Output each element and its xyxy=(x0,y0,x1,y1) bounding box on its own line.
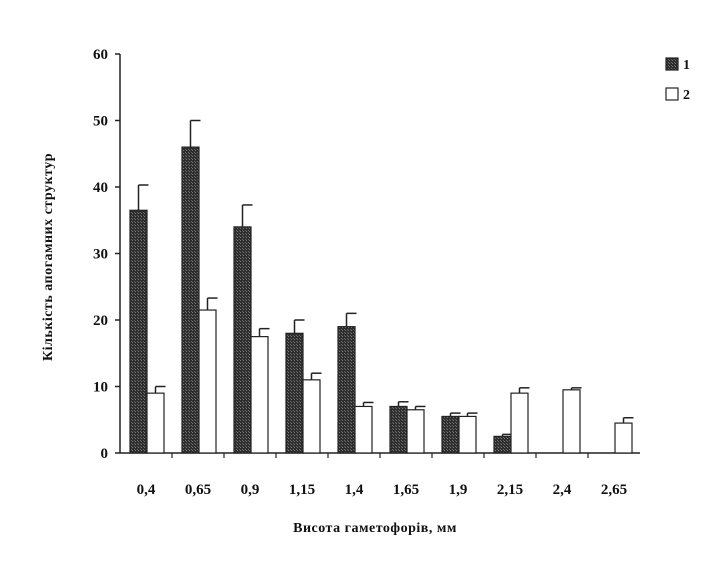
bar-series-2 xyxy=(250,336,269,454)
bar-series-2 xyxy=(302,379,321,454)
x-tick-label: 1,9 xyxy=(449,482,468,498)
bar-series-2 xyxy=(146,392,165,454)
x-tick-label: 0,4 xyxy=(137,482,156,498)
legend-swatch-series-2 xyxy=(665,87,679,101)
bar-series-1 xyxy=(337,326,356,454)
legend-label-series-2: 2 xyxy=(683,88,690,103)
bar-series-1 xyxy=(441,415,460,454)
x-tick-label: 0,9 xyxy=(241,482,260,498)
bar-series-1 xyxy=(181,146,200,454)
bar-series-1 xyxy=(285,332,304,454)
y-tick-label: 60 xyxy=(93,47,108,63)
plot-area: 0 10 20 30 40 50 60 0,4 0,65 0,9 1,15 1,4 1,65 1,9 2,1… xyxy=(93,47,640,498)
x-tick-label: 1,65 xyxy=(393,482,419,498)
bar-series-2 xyxy=(198,309,217,454)
y-tick-label: 40 xyxy=(93,180,108,196)
x-tick-label: 2,4 xyxy=(553,482,572,498)
y-tick-label: 10 xyxy=(93,380,108,396)
bar-series-2 xyxy=(614,422,633,454)
x-tick-label: 2,65 xyxy=(601,482,627,498)
bar-series-1 xyxy=(129,209,148,454)
x-tick-label: 1,15 xyxy=(289,482,315,498)
bar-series-2 xyxy=(458,415,477,454)
bar-series-1 xyxy=(389,405,408,454)
legend: 12 xyxy=(665,57,690,103)
legend-swatch-series-1 xyxy=(665,57,679,71)
x-tick-label: 1,4 xyxy=(345,482,364,498)
bar-series-2 xyxy=(354,405,373,454)
bar-series-2 xyxy=(510,392,529,454)
legend-label-series-1: 1 xyxy=(683,58,690,73)
bar-series-2 xyxy=(406,409,425,454)
y-axis-title: Кількість апогамних структур xyxy=(41,153,56,361)
y-tick-label: 0 xyxy=(101,446,109,462)
y-tick-label: 50 xyxy=(93,114,108,130)
bar-series-1 xyxy=(233,226,252,454)
x-tick-label: 2,15 xyxy=(497,482,523,498)
bar-series-1 xyxy=(493,435,512,454)
x-axis-title: Висота гаметофорів, мм xyxy=(293,521,457,536)
y-tick-label: 30 xyxy=(93,247,108,263)
x-tick-label: 0,65 xyxy=(185,482,211,498)
bar-series-2 xyxy=(562,389,581,454)
y-tick-label: 20 xyxy=(93,313,108,329)
